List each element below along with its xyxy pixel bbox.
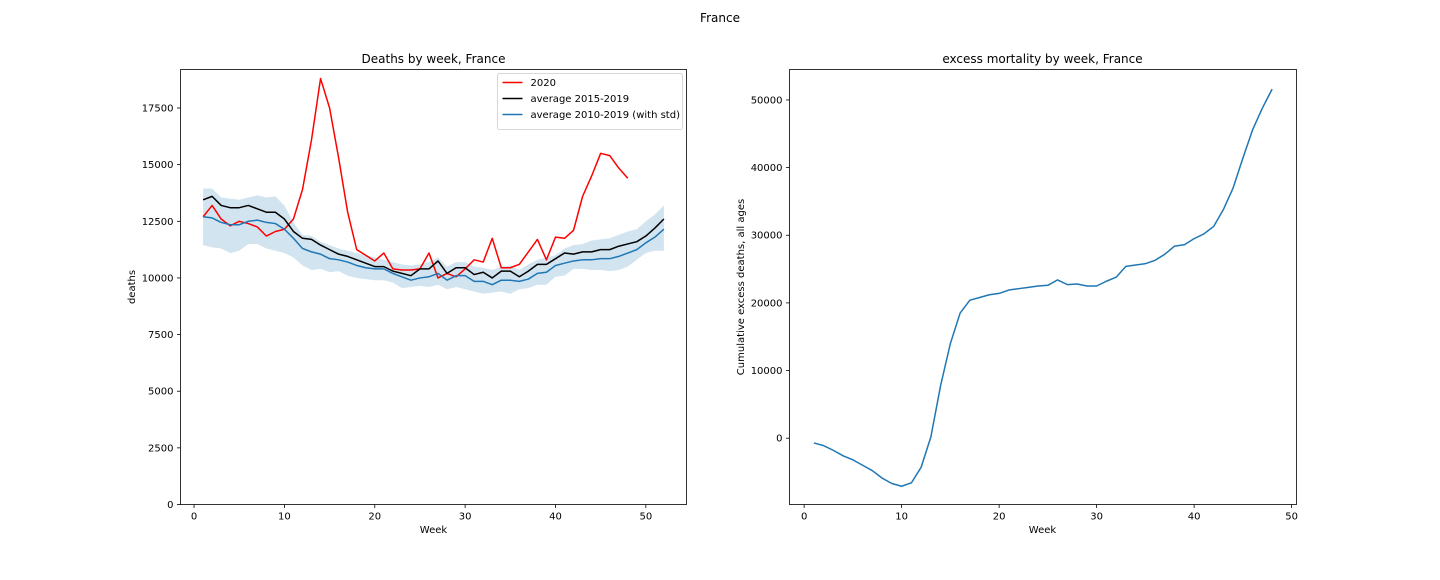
excess-plot-area: 0 10 20 30 40 50 0 10000 20000 30000 40000 50000 [751,69,1298,523]
deaths-y-axis-label: deaths [127,270,138,304]
excess-line-series-0 [813,88,1273,487]
deaths-y-tick-label: 0 [167,500,173,511]
deaths-y-tick-label: 7500 [148,330,173,341]
excess-x-tick-label: 0 [801,512,807,523]
deaths-y-tick-label: 10000 [142,273,174,284]
deaths-line-average-2010-2019-with-std [202,216,665,286]
deaths-chart-title: Deaths by week, France [362,52,506,66]
excess-y-tick-label: 10000 [751,366,783,377]
excess-x-axis-label: Week [1029,525,1057,536]
excess-y-tick-label: 30000 [751,231,783,242]
deaths-plot-area: 0 10 20 30 40 50 0 2500 5000 7500 10000 12500 15000 1… [142,69,687,523]
deaths-std-band [203,188,664,294]
excess-y-tick-label: 0 [776,434,782,445]
excess-axes-frame [789,69,1297,505]
deaths-x-tick-label: 20 [368,512,381,523]
deaths-legend-label: average 2015-2019 [531,94,630,105]
excess-y-tick-label: 50000 [751,95,783,106]
deaths-x-tick-label: 0 [191,512,197,523]
excess-y-tick-label: 40000 [751,163,783,174]
excess-x-tick-label: 10 [895,512,908,523]
excess-x-tick-label: 30 [1090,512,1103,523]
deaths-y-tick-label: 5000 [148,387,173,398]
deaths-legend: 2020 average 2015-2019 average 2010-2019 (… [497,73,683,130]
deaths-legend-frame [497,73,683,130]
deaths-x-tick-label: 50 [639,512,652,523]
figure-suptitle: France [700,11,740,25]
deaths-y-tick-label: 2500 [148,443,173,454]
excess-mortality-panel: excess mortality by week, France Week Cu… [736,52,1298,536]
excess-x-tick-label: 40 [1188,512,1201,523]
deaths-x-tick-label: 30 [459,512,472,523]
deaths-x-axis-label: Week [420,525,448,536]
deaths-by-week-panel: Deaths by week, France Week deaths 0 10 20… [127,52,687,536]
deaths-y-tick-label: 17500 [142,104,174,115]
excess-y-tick-label: 20000 [751,298,783,309]
deaths-y-tick-label: 12500 [142,217,174,228]
deaths-legend-label: 2020 [531,78,556,89]
deaths-x-tick-label: 10 [278,512,291,523]
deaths-line-average-2015-2019 [202,195,665,279]
excess-x-tick-label: 50 [1285,512,1298,523]
excess-x-tick-label: 20 [993,512,1006,523]
deaths-line-2020 [202,77,629,279]
deaths-y-tick-label: 15000 [142,160,174,171]
excess-y-axis-label: Cumulative excess deaths, all ages [736,199,747,375]
deaths-x-tick-label: 40 [549,512,562,523]
deaths-legend-label: average 2010-2019 (with std) [531,110,681,121]
excess-chart-title: excess mortality by week, France [942,52,1142,66]
deaths-axes-frame [180,69,687,505]
